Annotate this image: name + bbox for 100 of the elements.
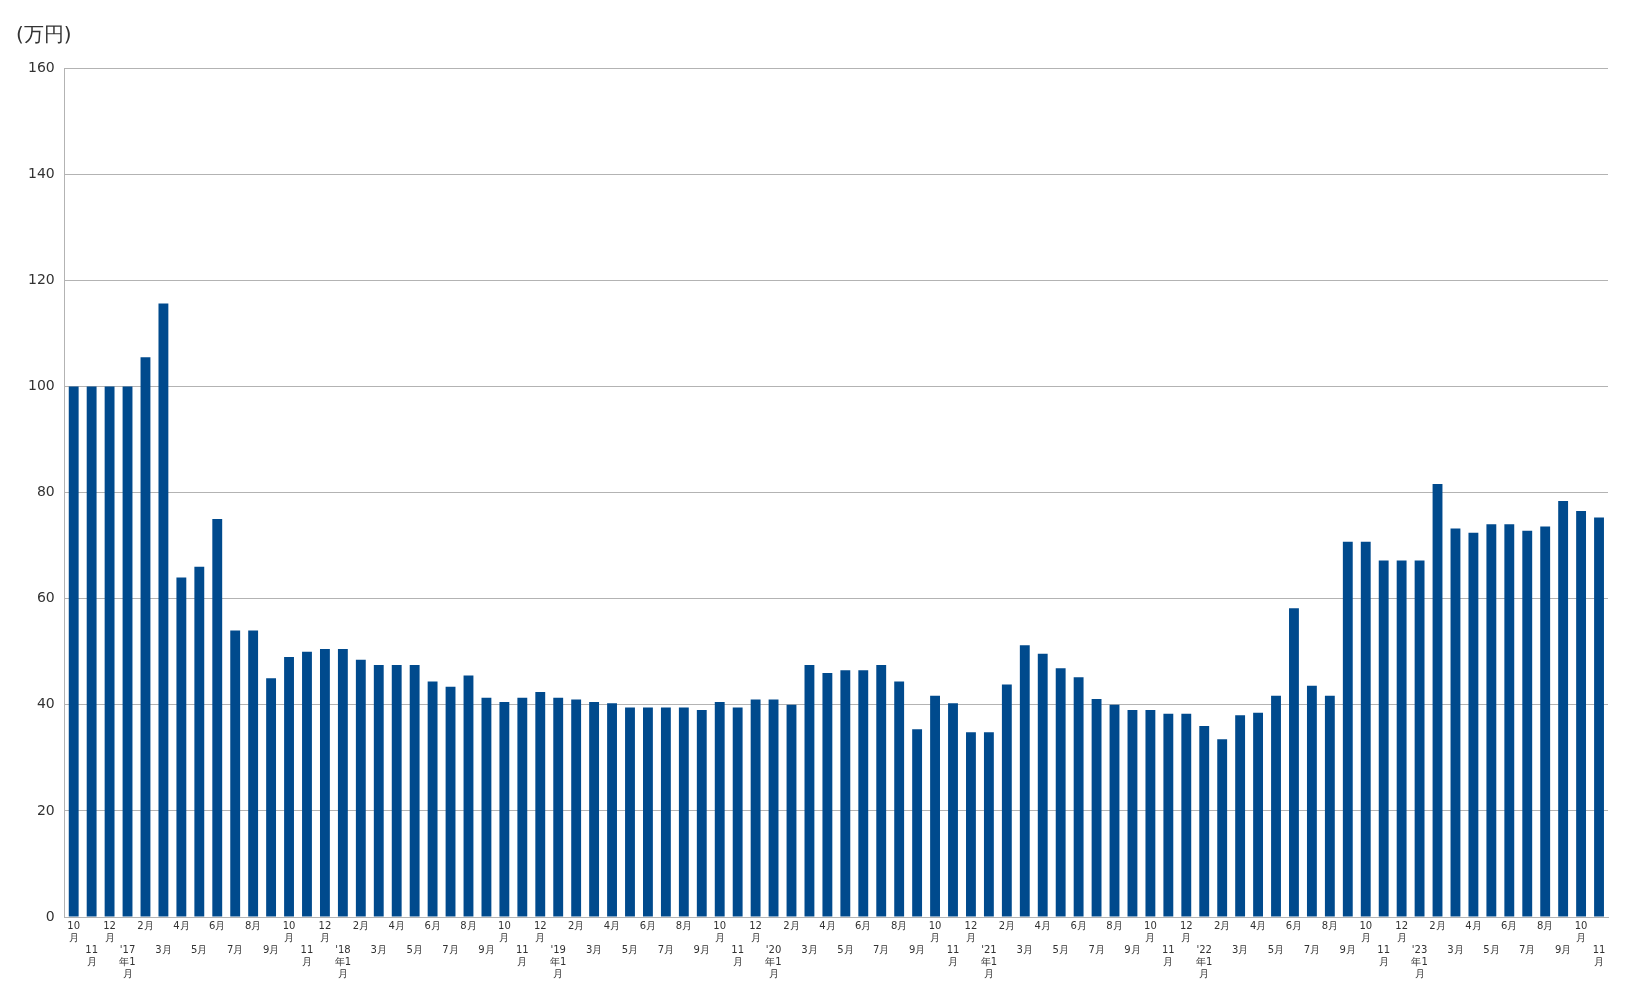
bar — [1181, 713, 1192, 917]
bar — [158, 303, 169, 917]
bar — [1163, 713, 1174, 917]
x-tick-label: 2月 — [1213, 919, 1231, 931]
x-tick-label: 10月 — [1359, 919, 1373, 943]
x-tick-label: '18年1月 — [334, 943, 352, 979]
x-tick-label: 9月 — [908, 943, 926, 955]
x-tick-label: '21年1月 — [980, 943, 998, 979]
x-tick-label: 11月 — [1592, 943, 1606, 967]
bar — [948, 703, 958, 917]
y-axis-title: (万円) — [16, 22, 72, 47]
bar — [840, 670, 851, 917]
bar — [176, 577, 187, 917]
x-tick-label: 9月 — [693, 943, 710, 955]
bar — [1055, 668, 1066, 917]
x-tick-label: 10月 — [713, 919, 727, 943]
bar — [1432, 484, 1443, 917]
x-tick-label: 7月 — [442, 943, 459, 955]
x-tick-label: 11月 — [946, 943, 960, 967]
bar — [140, 357, 151, 917]
bar — [284, 656, 294, 917]
x-tick-label: '20年1月 — [765, 943, 782, 979]
x-tick-label: 9月 — [1554, 943, 1572, 955]
x-tick-label: 9月 — [1124, 943, 1141, 955]
x-tick-label: 12月 — [1179, 919, 1193, 943]
bar — [804, 664, 815, 917]
x-tick-label: 5月 — [191, 943, 208, 955]
x-tick-label: 3月 — [1231, 943, 1249, 955]
bar — [625, 707, 635, 917]
x-tick-label: 5月 — [837, 943, 854, 955]
x-tick-label: 6月 — [1501, 919, 1518, 931]
bar — [1073, 677, 1084, 917]
x-tick-label: 12月 — [318, 919, 332, 943]
x-tick-label: 2月 — [137, 919, 154, 931]
bar — [481, 697, 492, 917]
bar — [337, 649, 348, 917]
bar — [1378, 560, 1389, 917]
x-tick-label: 7月 — [873, 943, 890, 955]
bar — [1504, 524, 1515, 917]
bar — [912, 729, 923, 917]
bar — [876, 664, 887, 917]
x-tick-label: 3月 — [370, 943, 387, 955]
x-tick-label: 8月 — [1106, 919, 1123, 931]
x-tick-label: 2月 — [567, 919, 585, 931]
x-tick-label: 2月 — [1429, 919, 1446, 931]
x-tick-label: 3月 — [801, 943, 818, 955]
x-tick-label: 4月 — [388, 919, 405, 931]
y-tick-label: 40 — [36, 695, 55, 712]
bar — [194, 566, 205, 917]
bar — [607, 703, 617, 917]
x-tick-label: 2月 — [352, 919, 369, 931]
x-tick-label: 7月 — [227, 943, 244, 955]
bar — [660, 707, 671, 917]
x-tick-label: 10月 — [498, 919, 511, 943]
x-tick-label: 12月 — [964, 919, 978, 943]
bar — [68, 386, 79, 917]
bar — [750, 699, 761, 917]
bar — [732, 707, 743, 917]
bar — [427, 681, 438, 917]
x-tick-label: 8月 — [460, 919, 477, 931]
x-tick-label: 4月 — [819, 919, 836, 931]
x-tick-label: 10月 — [67, 919, 81, 943]
x-tick-label: 10月 — [1574, 919, 1588, 943]
bar — [1360, 541, 1371, 917]
bar — [1109, 704, 1120, 917]
x-tick-label: 4月 — [603, 919, 621, 931]
x-tick-label: 9月 — [262, 943, 280, 955]
bar — [1271, 695, 1281, 917]
bar — [248, 630, 259, 917]
bar — [266, 678, 277, 917]
bar — [1037, 653, 1048, 917]
x-tick-label: 8月 — [1321, 919, 1339, 931]
x-tick-label: 11月 — [515, 943, 529, 967]
x-tick-label: 7月 — [1303, 943, 1321, 955]
bar — [1540, 526, 1551, 917]
bar — [1576, 511, 1587, 917]
x-tick-label: 2月 — [998, 919, 1016, 931]
x-tick-label: 6月 — [1070, 919, 1087, 931]
bar — [1486, 524, 1497, 917]
bar — [212, 519, 223, 917]
bar — [1199, 725, 1210, 917]
bar — [1145, 710, 1156, 917]
x-tick-label: 6月 — [424, 919, 441, 931]
bar — [86, 386, 97, 917]
y-tick-label: 120 — [27, 270, 55, 287]
x-tick-label: 12月 — [533, 919, 547, 943]
y-tick-label: 100 — [27, 377, 55, 394]
y-tick-label: 60 — [36, 589, 55, 606]
bar — [1127, 710, 1138, 917]
bar — [786, 704, 797, 917]
bar — [714, 702, 725, 917]
x-tick-label: 4月 — [173, 919, 190, 931]
x-tick-label: 9月 — [1339, 943, 1356, 955]
bar — [391, 664, 402, 917]
bar — [104, 386, 115, 917]
bar — [1001, 684, 1012, 917]
bar — [1324, 695, 1335, 917]
bar — [678, 707, 689, 917]
bar — [445, 686, 456, 917]
x-tick-label: 3月 — [1447, 943, 1464, 955]
